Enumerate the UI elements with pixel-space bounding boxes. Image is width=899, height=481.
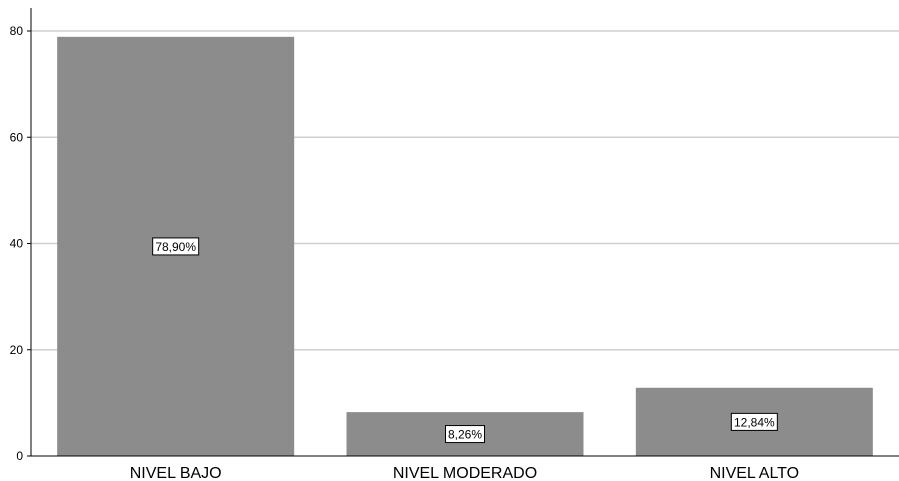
data-label: 78,90% — [155, 240, 196, 254]
data-label-box — [445, 425, 485, 444]
axes: 0 20 40 60 80 NIVEL BAJO NIVEL MODERADO NIVEL A… — [10, 8, 899, 481]
y-tick-label: 0 — [16, 449, 23, 463]
x-category-label: NIVEL MODERADO — [393, 465, 537, 481]
x-category-label: NIVEL ALTO — [710, 465, 800, 481]
data-labels: 78,90% 8,26% 12,84% — [152, 237, 778, 444]
y-tick-label: 20 — [10, 343, 24, 357]
y-tick-label: 80 — [10, 24, 24, 38]
data-label-box — [152, 237, 200, 256]
y-tick-label: 60 — [10, 130, 24, 144]
x-category-label: NIVEL BAJO — [130, 465, 222, 481]
data-label-box — [730, 412, 778, 431]
data-label: 8,26% — [448, 428, 482, 442]
y-tick-label: 40 — [10, 237, 24, 251]
data-label: 12,84% — [734, 415, 775, 429]
